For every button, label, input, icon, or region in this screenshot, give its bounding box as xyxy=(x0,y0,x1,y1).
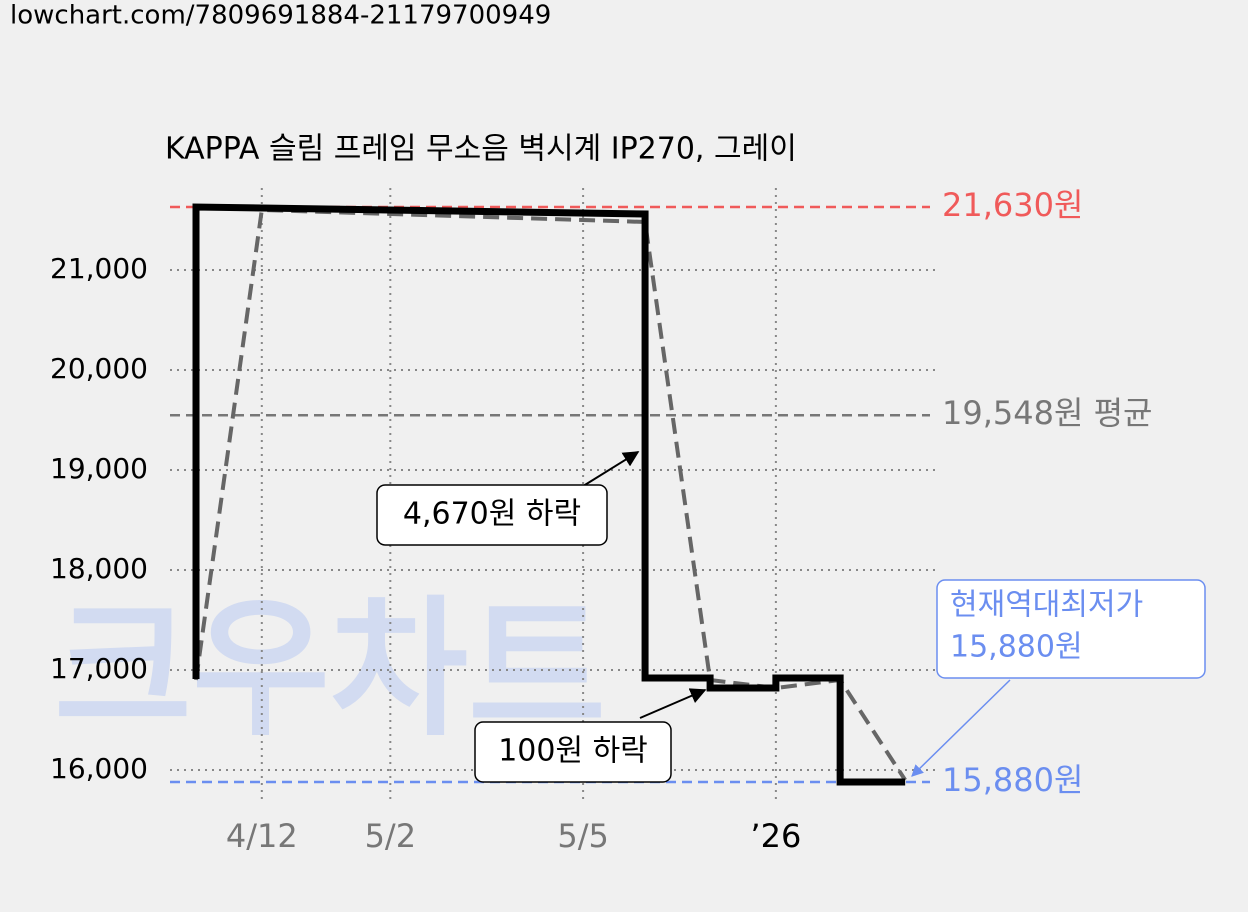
annotation-arrow xyxy=(639,688,707,719)
y-tick-label: 18,000 xyxy=(50,552,148,585)
y-tick-label: 17,000 xyxy=(50,652,148,685)
reference-label: 19,548원 평균 xyxy=(942,394,1152,432)
y-tick-label: 19,000 xyxy=(50,452,148,485)
annotation: 4,670원 하락 xyxy=(403,497,581,532)
annotation-arrow xyxy=(911,679,1011,777)
series-line xyxy=(192,203,906,786)
reference-label: 21,630원 xyxy=(942,186,1083,224)
x-tick-label: ’26 xyxy=(750,817,801,855)
annotation: 100원 하락 xyxy=(498,734,648,769)
annotation: 현재역대최저가 xyxy=(950,588,1143,623)
chart-title: KAPPA 슬림 프레임 무소음 벽시계 IP270, 그레이 xyxy=(165,132,797,167)
annotation: 15,880원 xyxy=(950,630,1083,665)
x-tick-label: 5/5 xyxy=(557,817,609,855)
y-tick-label: 21,000 xyxy=(50,252,148,285)
annotation-box xyxy=(936,579,1206,679)
x-tick-label: 5/2 xyxy=(365,817,417,855)
y-tick-label: 16,000 xyxy=(50,752,148,785)
annotation-box xyxy=(376,484,608,546)
url: lowchart.com/7809691884-21179700949 xyxy=(10,1,551,31)
annotation-box xyxy=(474,721,672,783)
reference-label: 15,880원 xyxy=(942,761,1083,799)
annotation-arrow xyxy=(579,451,640,489)
y-tick-label: 20,000 xyxy=(50,352,148,385)
x-tick-label: 4/12 xyxy=(226,817,298,855)
